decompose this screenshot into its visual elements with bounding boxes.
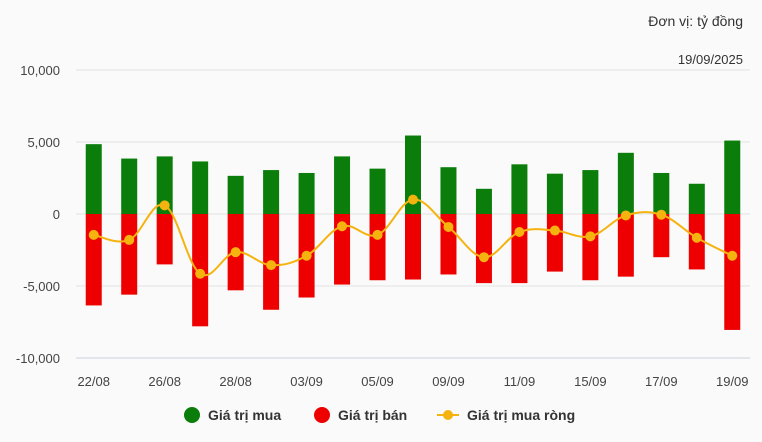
net-point: [337, 221, 348, 232]
net-point: [372, 229, 383, 240]
y-tick-label: 10,000: [20, 63, 60, 78]
net-point: [88, 229, 99, 240]
x-axis-ticks: 22/08 26/08 28/08 03/09 05/09 09/09 11/09 15/09…: [77, 374, 748, 389]
legend-item-buy[interactable]: Giá trị mua: [184, 407, 281, 423]
net-point: [159, 200, 170, 211]
bar-sell: [724, 214, 741, 330]
net-point: [301, 250, 312, 261]
net-point: [195, 268, 206, 279]
bar-buy: [334, 156, 351, 214]
legend-sell-label: Giá trị bán: [338, 407, 407, 423]
bar-buy: [617, 152, 634, 214]
bar-buy: [156, 156, 173, 214]
x-tick-label: 09/09: [432, 374, 465, 389]
x-tick-label: 11/09: [504, 374, 536, 389]
legend-sell-marker: [314, 407, 330, 423]
x-tick-label: 17/09: [645, 374, 678, 389]
x-tick-label: 28/08: [219, 374, 252, 389]
x-tick-label: 26/08: [148, 374, 181, 389]
net-point: [585, 231, 596, 242]
net-point: [620, 210, 631, 221]
y-axis-ticks: 10,000 5,000 0 -5,000 -10,000: [16, 63, 60, 366]
bar-buy: [85, 144, 102, 214]
y-tick-label: 5,000: [27, 135, 60, 150]
bar-buy: [724, 140, 741, 214]
bar-buy: [192, 161, 209, 214]
net-point: [443, 221, 454, 232]
net-point: [124, 234, 135, 245]
bar-buy: [121, 158, 138, 214]
net-point: [514, 227, 525, 237]
bar-buy: [653, 172, 670, 214]
net-point: [230, 247, 241, 258]
legend-buy-marker: [184, 407, 200, 423]
y-tick-label: -5,000: [23, 279, 60, 294]
bar-buy: [475, 188, 492, 214]
bar-buy: [369, 168, 386, 214]
bar-buy: [582, 170, 599, 214]
bar-sell: [85, 214, 102, 306]
net-point: [691, 232, 702, 243]
net-point: [656, 209, 667, 220]
bar-buy: [688, 183, 705, 214]
bar-sell: [156, 214, 173, 265]
bar-sell: [405, 214, 421, 280]
net-point: [727, 250, 738, 261]
bar-buy: [405, 135, 421, 214]
bar-series: [85, 135, 741, 330]
net-point: [549, 225, 560, 236]
net-point: [478, 252, 489, 263]
bar-sell: [334, 214, 351, 285]
bar-buy: [263, 170, 280, 214]
net-point: [408, 194, 418, 205]
bar-sell: [546, 214, 563, 272]
net-point: [266, 260, 277, 271]
bar-sell: [121, 214, 138, 295]
y-tick-label: -10,000: [16, 351, 60, 366]
x-tick-label: 05/09: [361, 374, 394, 389]
bar-buy: [440, 167, 457, 214]
x-tick-label: 22/08: [77, 374, 110, 389]
bar-sell: [369, 214, 386, 281]
legend-buy-label: Giá trị mua: [208, 407, 281, 423]
unit-label: Đơn vị: tỷ đồng: [648, 13, 743, 29]
bar-sell: [582, 214, 599, 281]
bar-buy: [546, 173, 563, 214]
bar-sell: [475, 214, 492, 284]
net-line-series: [88, 194, 738, 279]
x-tick-label: 19/09: [716, 374, 749, 389]
legend-item-net[interactable]: Giá trị mua ròng: [437, 407, 575, 423]
x-tick-label: 15/09: [574, 374, 607, 389]
legend-net-marker: [443, 410, 453, 420]
chart-date: 19/09/2025: [678, 52, 743, 67]
bar-sell: [511, 214, 528, 284]
legend-net-label: Giá trị mua ròng: [467, 407, 575, 423]
bar-sell: [617, 214, 634, 277]
legend-item-sell[interactable]: Giá trị bán: [314, 407, 407, 423]
bar-sell: [653, 214, 670, 258]
legend: Giá trị mua Giá trị bán Giá trị mua ròng: [184, 407, 575, 423]
y-tick-label: 0: [53, 207, 60, 222]
x-tick-label: 03/09: [290, 374, 323, 389]
bar-buy: [511, 164, 528, 214]
bar-buy: [227, 175, 244, 214]
bar-buy: [298, 172, 315, 214]
